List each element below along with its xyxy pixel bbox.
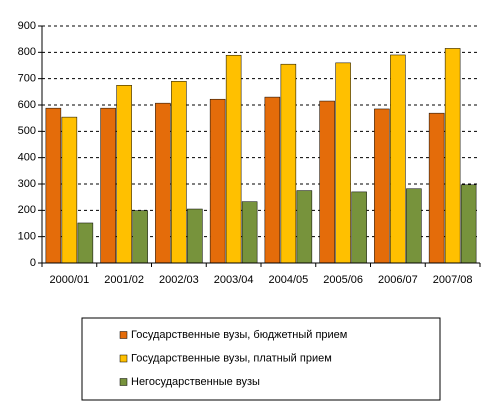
y-tick-label: 0: [30, 257, 36, 269]
x-tick-label: 2005/06: [323, 274, 363, 286]
y-tick-label: 300: [18, 178, 36, 190]
legend-box: [81, 317, 441, 401]
bar: [335, 62, 351, 264]
legend-label: Негосударственные вузы: [131, 376, 260, 388]
x-tick-label: 2003/04: [214, 274, 254, 286]
x-tick-label: 2004/05: [268, 274, 308, 286]
y-tick-label: 800: [18, 46, 36, 58]
bar: [280, 63, 297, 264]
bar: [77, 222, 94, 264]
y-tick-label: 500: [18, 125, 36, 137]
bar: [132, 210, 148, 264]
x-tick-label: 2001/02: [104, 274, 144, 286]
bar: [444, 48, 461, 264]
bar: [241, 201, 258, 264]
legend-swatch: [119, 378, 128, 386]
x-tick-label: 2006/07: [378, 274, 418, 286]
y-tick-label: 700: [18, 73, 36, 85]
bar: [100, 107, 116, 264]
bar: [351, 191, 367, 264]
x-tick-label: 2007/08: [433, 274, 473, 286]
bar: [374, 108, 390, 264]
legend-swatch: [119, 354, 128, 363]
x-tick-label: 2000/01: [49, 274, 89, 286]
bar: [116, 85, 132, 264]
bar: [428, 112, 445, 264]
bar: [390, 54, 406, 264]
bar: [61, 116, 78, 264]
bar: [406, 188, 422, 264]
bar: [296, 190, 313, 264]
bar: [319, 100, 335, 264]
bar: [155, 102, 171, 264]
y-tick-label: 600: [18, 99, 36, 111]
legend-label: Государственные вузы, бюджетный прием: [131, 329, 347, 341]
bar: [264, 96, 281, 264]
y-tick-label: 100: [18, 231, 36, 243]
bar: [225, 54, 242, 264]
y-tick-label: 200: [18, 204, 36, 216]
legend-label: Государственные вузы, платный прием: [131, 352, 332, 364]
bar: [209, 98, 226, 264]
y-tick-label: 900: [18, 20, 36, 32]
bar: [460, 184, 477, 264]
bar: [187, 208, 203, 264]
y-tick-label: 400: [18, 152, 36, 164]
bar: [45, 107, 62, 264]
bar: [171, 81, 187, 264]
x-tick-label: 2002/03: [159, 274, 199, 286]
legend-swatch: [119, 331, 128, 339]
